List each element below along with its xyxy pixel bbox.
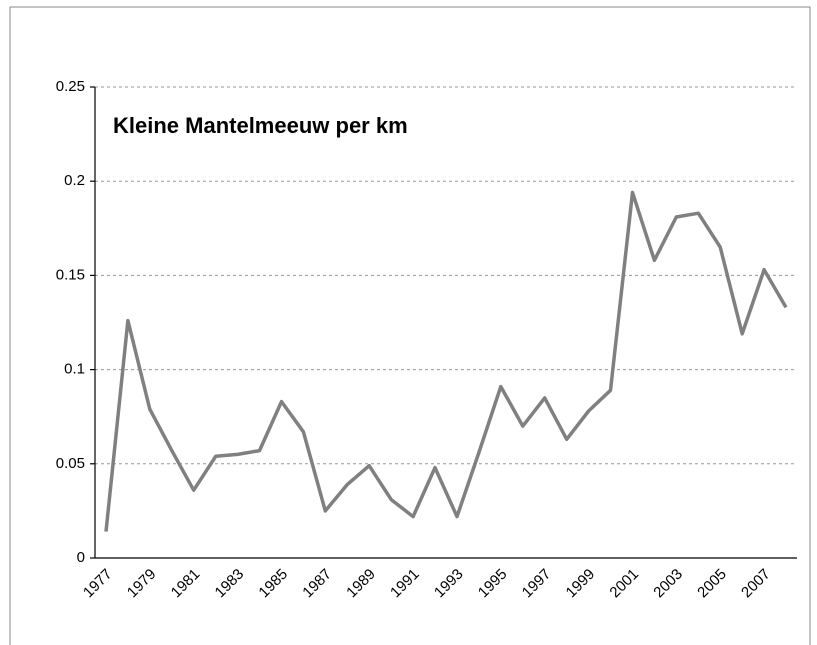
chart-frame [9,6,811,645]
x-tick-label: 1985 [255,566,291,602]
x-tick-label: 2001 [606,566,642,602]
x-tick-label: 2003 [650,566,686,602]
y-tick-label: 0.1 [64,361,85,378]
y-tick-label: 0.05 [56,455,85,472]
x-tick-label: 1991 [387,566,423,602]
data-line [104,190,788,532]
x-tick-label: 1999 [563,566,599,602]
y-tick-label: 0.15 [56,266,85,283]
x-tick-label: 1997 [519,566,555,602]
x-tick-label: 1989 [343,566,379,602]
y-tick-label: 0 [77,549,85,566]
chart-title: Kleine Mantelmeeuw per km [113,113,408,138]
y-tick-label: 0.2 [64,172,85,189]
x-tick-label: 1987 [299,566,335,602]
x-tick-label: 1977 [80,566,116,602]
x-tick-label: 1983 [212,566,248,602]
x-tick-label: 2007 [738,566,774,602]
x-tick-label: 2005 [694,566,730,602]
x-tick-label: 1993 [431,566,467,602]
x-tick-label: 1981 [168,566,204,602]
x-tick-label: 1979 [124,566,160,602]
x-tick-label: 1995 [475,566,511,602]
y-tick-label: 0.25 [56,78,85,95]
